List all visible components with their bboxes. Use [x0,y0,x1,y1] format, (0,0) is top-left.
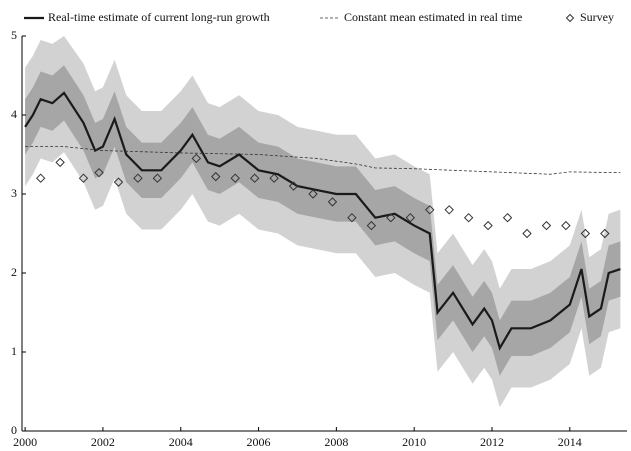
survey-marker [347,212,357,223]
x-tick-label: 2006 [247,435,271,449]
estimate-line [24,91,621,351]
mean-line [25,146,621,175]
survey-marker [522,228,532,239]
survey-marker [561,220,571,231]
survey-marker [425,205,435,215]
survey-marker [366,220,377,231]
survey-marker [78,173,89,183]
y-tick-label: 1 [11,344,17,358]
x-tick-label: 2002 [91,435,115,449]
y-tick-label: 4 [11,107,17,121]
survey-marker [191,153,202,164]
legend-label: Survey [580,10,614,24]
y-tick-label: 2 [11,265,17,279]
survey-marker [580,228,591,239]
survey-marker [35,173,46,183]
survey-marker [211,171,221,182]
survey-marker [502,212,513,223]
survey-marker [152,173,163,183]
x-tick-label: 2008 [324,435,348,449]
x-tick-label: 2000 [13,435,37,449]
x-tick-label: 2004 [169,435,193,449]
survey-marker [463,212,474,223]
y-tick-label: 5 [11,28,17,42]
survey-marker [541,220,552,231]
y-tick-label: 3 [11,186,17,200]
survey-marker [386,212,396,223]
survey-marker [269,173,279,183]
survey-marker [308,189,318,199]
y-tick-label: 0 [11,423,17,437]
legend-label: Constant mean estimated in real time [344,10,522,24]
survey-marker [327,197,338,207]
survey-marker [483,220,493,231]
survey-marker [405,212,415,223]
legend-label: Real-time estimate of current long-run g… [48,10,270,24]
x-tick-label: 2014 [558,435,582,449]
survey-marker [600,228,610,239]
survey-marker [133,173,143,183]
survey-marker [288,181,299,191]
x-tick-label: 2010 [402,435,426,449]
x-tick-label: 2012 [480,435,504,449]
survey-marker [230,173,240,183]
survey-marker [444,205,454,215]
survey-marker [249,173,260,183]
survey-marker [113,177,124,187]
survey-marker [55,157,65,168]
survey-marker [94,167,104,178]
legend-marker [565,13,575,23]
uncertainty-band [25,65,621,376]
